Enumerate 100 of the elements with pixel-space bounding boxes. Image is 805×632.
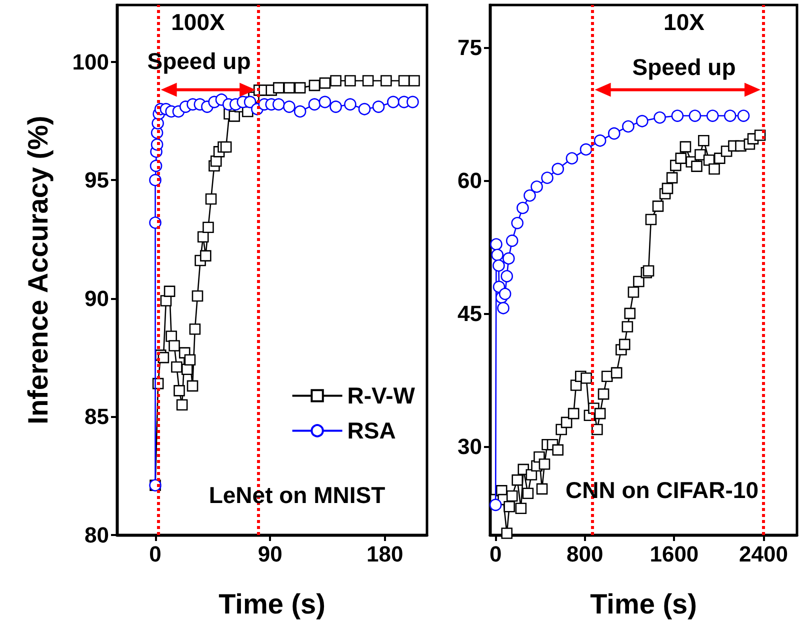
x-tick-label: 0: [149, 542, 162, 566]
point: [497, 302, 510, 314]
point: [541, 172, 554, 184]
point: [308, 80, 320, 92]
point: [506, 490, 518, 502]
point: [164, 286, 176, 297]
point: [176, 399, 188, 411]
y-tick-label: 80: [84, 522, 109, 548]
point: [662, 182, 674, 194]
point: [737, 110, 750, 122]
point: [490, 238, 502, 250]
point: [671, 110, 684, 122]
point: [601, 370, 613, 382]
point: [624, 308, 636, 320]
point: [491, 248, 504, 262]
point: [166, 330, 177, 342]
point: [608, 127, 620, 140]
annotation: LeNet on MNIST: [208, 482, 386, 508]
point: [174, 385, 185, 396]
point: [516, 202, 529, 214]
point: [698, 134, 710, 146]
point: [358, 102, 371, 116]
point: [168, 340, 180, 352]
annotation: Speed up: [632, 54, 736, 80]
point: [330, 75, 342, 86]
y-tick-label: 100: [72, 49, 109, 74]
point: [628, 286, 640, 298]
x-tick-label: 800: [566, 542, 604, 566]
point: [680, 141, 692, 152]
point: [511, 216, 524, 230]
point: [530, 180, 543, 193]
point: [362, 75, 374, 86]
x-tick-label: 0: [489, 542, 502, 566]
x-tick-label: 2400: [739, 542, 788, 566]
point: [182, 364, 193, 376]
annotation: 10X: [664, 9, 706, 35]
point: [536, 483, 548, 495]
y-tick-label: 95: [84, 168, 109, 193]
point: [189, 324, 201, 335]
point: [598, 388, 610, 400]
point: [538, 458, 550, 470]
point: [652, 200, 664, 212]
point: [594, 134, 606, 147]
point: [633, 276, 644, 288]
point: [283, 100, 296, 113]
point: [502, 252, 515, 265]
x-axis-title: Time (s): [218, 588, 326, 620]
point: [522, 488, 534, 499]
point: [319, 77, 331, 89]
point: [618, 338, 630, 350]
point: [694, 149, 706, 160]
point: [200, 250, 212, 262]
legend-label: RSA: [347, 418, 396, 444]
point: [524, 189, 536, 202]
point: [724, 110, 736, 122]
x-tick-label: 180: [366, 542, 404, 566]
point: [205, 193, 217, 205]
point: [294, 105, 306, 118]
point: [489, 498, 502, 512]
point: [506, 234, 518, 247]
point: [566, 152, 578, 164]
point: [691, 160, 702, 172]
point: [622, 120, 634, 133]
point: [186, 380, 198, 392]
point: [580, 372, 592, 384]
y-tick-label: 30: [458, 434, 482, 459]
point: [284, 82, 295, 94]
point: [552, 162, 564, 176]
point: [492, 259, 505, 272]
y-axis-title: Inference Accuracy (%): [22, 116, 54, 424]
point: [408, 75, 420, 86]
point: [406, 96, 419, 108]
point: [398, 75, 410, 86]
point: [294, 82, 306, 94]
y-tick-label: 60: [458, 168, 482, 193]
point: [318, 96, 332, 108]
point: [192, 290, 204, 302]
point: [666, 172, 678, 184]
point: [184, 354, 196, 366]
x-tick-label: 1600: [650, 542, 699, 566]
point: [580, 143, 592, 156]
point: [504, 500, 515, 512]
point: [688, 110, 702, 122]
point: [387, 96, 400, 108]
point: [560, 416, 572, 428]
point: [372, 100, 385, 113]
point: [228, 110, 240, 122]
point: [498, 288, 512, 300]
point: [636, 114, 648, 128]
point: [202, 222, 214, 234]
point: [308, 98, 321, 111]
annotation: Speed up: [147, 48, 251, 74]
annotation: 100X: [171, 9, 226, 35]
point: [171, 361, 182, 373]
point: [272, 98, 285, 111]
x-axis-title: Time (s): [590, 588, 697, 620]
legend-label: R-V-W: [347, 382, 416, 409]
point: [515, 502, 527, 514]
point: [501, 528, 513, 539]
point: [708, 163, 720, 175]
